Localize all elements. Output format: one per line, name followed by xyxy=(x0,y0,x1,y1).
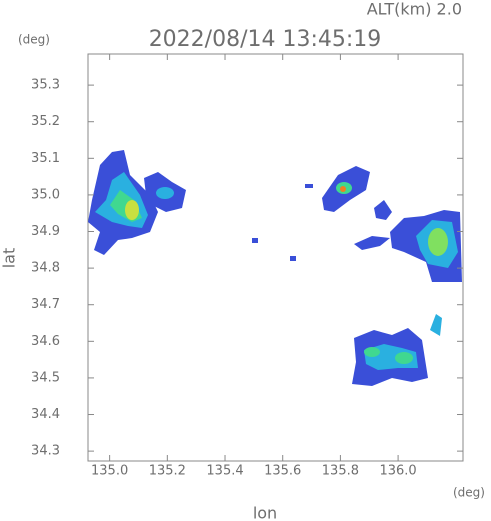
y-tick-label: 34.7 xyxy=(31,297,60,312)
y-tick-label: 34.4 xyxy=(31,407,60,422)
y-tick-label: 34.5 xyxy=(31,370,60,385)
x-tick-label: 135.2 xyxy=(149,464,186,479)
x-tick-label: 135.6 xyxy=(264,464,301,479)
plot-frame xyxy=(87,53,464,462)
x-axis-label: lon xyxy=(253,504,277,521)
x-tick-label: 135.8 xyxy=(322,464,359,479)
y-tick-label: 35.2 xyxy=(31,114,60,129)
echo xyxy=(340,186,346,192)
echo xyxy=(430,314,442,336)
radar-echoes xyxy=(88,150,462,386)
echo xyxy=(125,200,139,220)
y-tick-label: 34.9 xyxy=(31,224,60,239)
altitude-label: ALT(km) 2.0 xyxy=(367,0,462,19)
y-tick-label: 34.6 xyxy=(31,334,60,349)
chart-title: 2022/08/14 13:45:19 xyxy=(149,27,382,52)
echo xyxy=(428,228,448,256)
y-tick-label: 34.3 xyxy=(31,444,60,459)
y-tick-label: 34.8 xyxy=(31,261,60,276)
x-tick-label: 136.0 xyxy=(379,464,416,479)
x-tick-label: 135.4 xyxy=(206,464,243,479)
y-axis-label: lat xyxy=(0,248,19,269)
y-unit: (deg) xyxy=(18,33,50,47)
y-tick-label: 35.0 xyxy=(31,187,60,202)
echo xyxy=(156,187,174,199)
y-tick-label: 35.1 xyxy=(31,151,60,166)
x-tick-label: 135.0 xyxy=(91,464,128,479)
y-tick-label: 35.3 xyxy=(31,78,60,93)
echo xyxy=(374,200,392,220)
echo xyxy=(290,256,296,261)
echo xyxy=(305,184,313,188)
x-unit: (deg) xyxy=(453,486,485,500)
echo xyxy=(364,347,380,357)
echo xyxy=(395,352,413,364)
echo xyxy=(354,236,390,250)
echo xyxy=(252,238,258,243)
